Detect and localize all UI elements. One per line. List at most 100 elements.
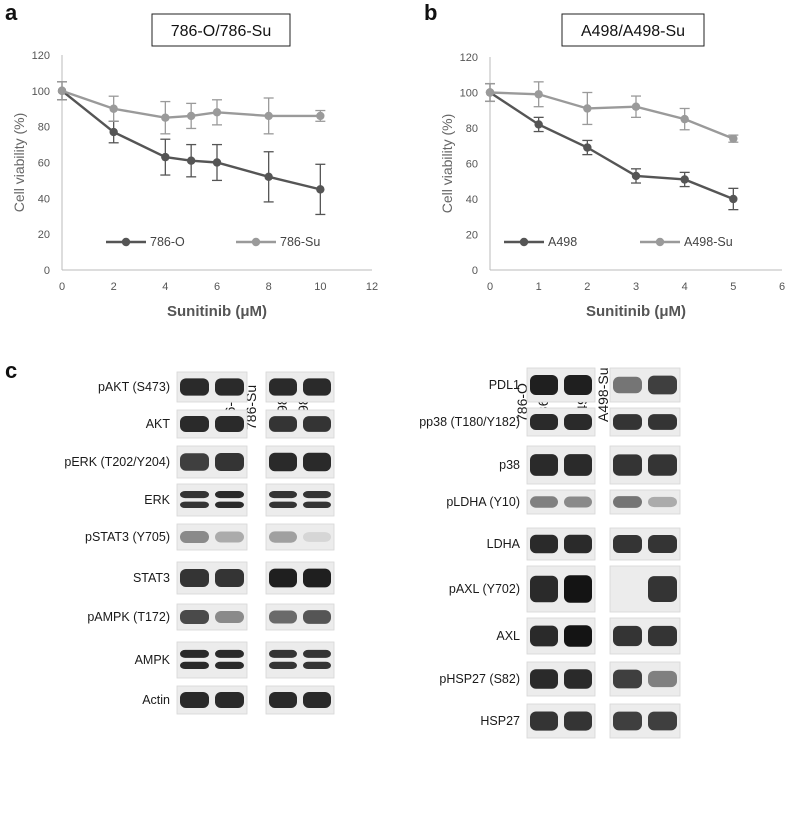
blot-band xyxy=(564,454,592,476)
y-tick-label: 20 xyxy=(466,230,478,242)
y-tick-label: 60 xyxy=(466,159,478,171)
blot-row-label: pAKT (S473) xyxy=(98,380,170,394)
blot-band xyxy=(303,532,331,542)
data-point xyxy=(631,102,641,111)
data-point xyxy=(161,113,170,122)
blot-band xyxy=(215,661,244,669)
blot-row-label: pERK (T202/Y204) xyxy=(64,455,170,469)
blot-band xyxy=(564,711,592,731)
chart-a-viability-786: 786-O/786-Su 0 20 40 60 80 100 120 0 2 4 6 8 10 12 Suni… xyxy=(11,13,378,320)
blot-band xyxy=(613,535,642,553)
blot-band xyxy=(530,496,558,508)
blot-band xyxy=(303,378,331,396)
blot-band xyxy=(648,535,677,553)
x-axis-label: Sunitinib (μM) xyxy=(167,303,267,320)
series-line-A498-Su xyxy=(489,91,734,140)
x-tick-label: 4 xyxy=(162,281,168,293)
panel-letter-b: b xyxy=(424,0,438,25)
chart-title: A498/A498-Su xyxy=(581,23,685,40)
x-tick-label: 6 xyxy=(779,281,785,293)
blot-band xyxy=(215,501,244,508)
y-tick-label: 120 xyxy=(460,52,478,64)
chart-title-box xyxy=(561,13,705,47)
blot-band xyxy=(648,576,677,602)
blot-band xyxy=(269,691,297,709)
blot-band xyxy=(303,691,331,709)
y-tick-label: 40 xyxy=(466,194,478,206)
blot-band xyxy=(564,375,592,395)
blot-band xyxy=(303,501,331,508)
blot-membrane xyxy=(265,483,335,517)
data-point xyxy=(680,175,689,184)
blot-band xyxy=(180,610,209,624)
y-tick-label: 60 xyxy=(38,158,50,170)
chart-title-box xyxy=(151,13,291,47)
data-point xyxy=(161,152,170,162)
blot-band xyxy=(215,691,244,709)
blot-band xyxy=(303,452,331,472)
blot-band xyxy=(269,610,297,624)
blot-band xyxy=(269,649,297,658)
blot-row-label: AMPK xyxy=(135,653,171,667)
blot-band xyxy=(564,534,592,554)
chart-b-viability-a498: A498/A498-Su 0 20 40 60 80 100 120 0 1 2 3 4 5 6 Suniti… xyxy=(439,13,785,320)
x-axis-label: Sunitinib (μM) xyxy=(586,303,686,320)
blot-band xyxy=(648,414,677,430)
blot-band xyxy=(530,625,558,647)
x-tick-label: 0 xyxy=(59,281,65,293)
blot-row-label: pAXL (Y702) xyxy=(449,582,520,596)
data-point xyxy=(316,185,325,194)
x-tick-label: 3 xyxy=(633,281,639,293)
blot-band xyxy=(215,378,244,396)
data-point xyxy=(583,104,592,113)
data-point xyxy=(186,111,196,121)
blot-row-label: PDL1 xyxy=(489,378,520,392)
blot-band xyxy=(648,375,677,395)
y-tick-label: 120 xyxy=(32,50,50,62)
blot-row-label: pp38 (T180/Y182) xyxy=(419,415,520,429)
blot-row-label: pHSP27 (S82) xyxy=(439,672,520,686)
blot-band xyxy=(564,669,592,689)
blot-row-label: pAMPK (T172) xyxy=(87,610,170,624)
blot-band xyxy=(180,661,209,669)
blot-band xyxy=(564,625,592,647)
blot-band xyxy=(180,501,209,508)
blot-band xyxy=(564,575,592,603)
y-tick-label: 100 xyxy=(460,88,478,100)
y-tick-label: 20 xyxy=(38,229,50,241)
blot-membrane xyxy=(265,641,335,679)
y-axis-label: Cell viability (%) xyxy=(439,114,455,214)
blot-band xyxy=(303,568,331,588)
blot-row-label: Actin xyxy=(142,693,170,707)
blot-band xyxy=(269,568,297,588)
blot-band xyxy=(530,711,558,731)
blot-band xyxy=(648,711,677,731)
blot-band xyxy=(303,610,331,624)
blot-row-label: pSTAT3 (Y705) xyxy=(85,530,170,544)
blot-row-label: AKT xyxy=(146,417,171,431)
blot-band xyxy=(180,415,209,433)
legend-label: A498-Su xyxy=(684,235,733,249)
blot-band xyxy=(215,415,244,433)
x-tick-label: 12 xyxy=(366,281,378,293)
blot-band xyxy=(215,453,244,471)
data-point xyxy=(316,111,325,121)
blot-band xyxy=(269,378,297,396)
legend-swatch-point xyxy=(519,237,529,247)
data-point xyxy=(212,108,222,117)
legend-swatch-point xyxy=(121,237,131,247)
legend-swatch-point xyxy=(251,237,261,247)
legend-label: 786-O xyxy=(150,235,185,249)
chart-title: 786-O/786-Su xyxy=(171,23,272,40)
data-point xyxy=(264,172,273,182)
data-point xyxy=(534,120,543,129)
blot-membrane xyxy=(176,641,248,679)
data-point xyxy=(583,143,592,152)
y-tick-label: 0 xyxy=(472,265,478,277)
lane-label: A498-Su xyxy=(595,368,611,422)
blot-band xyxy=(215,531,244,543)
blot-band xyxy=(269,661,297,669)
data-point xyxy=(680,114,689,124)
